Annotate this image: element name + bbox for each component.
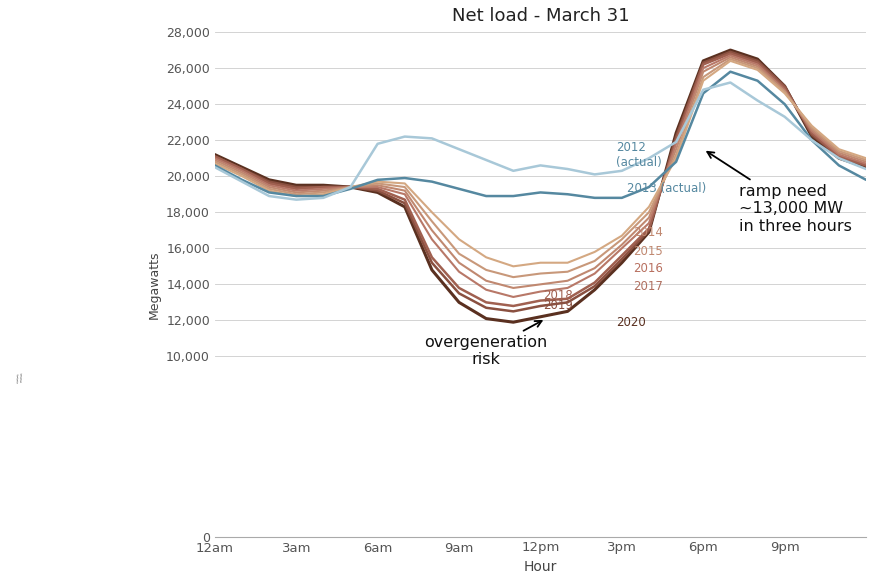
X-axis label: Hour: Hour xyxy=(524,560,557,574)
Y-axis label: Megawatts: Megawatts xyxy=(148,250,161,318)
Title: Net load - March 31: Net load - March 31 xyxy=(451,7,629,25)
Text: 2014: 2014 xyxy=(633,225,663,239)
Text: 2018: 2018 xyxy=(543,289,573,302)
Text: //: // xyxy=(15,374,24,385)
Text: 2020: 2020 xyxy=(616,315,646,329)
Text: overgeneration
risk: overgeneration risk xyxy=(424,321,547,367)
Text: 2015: 2015 xyxy=(633,245,663,259)
Text: 2017: 2017 xyxy=(633,279,663,293)
Text: 2016: 2016 xyxy=(633,261,663,275)
Text: 2012
(actual): 2012 (actual) xyxy=(616,141,662,168)
Text: 2019: 2019 xyxy=(543,299,573,313)
Text: 2013 (actual): 2013 (actual) xyxy=(628,182,706,195)
Text: ramp need
~13,000 MW
in three hours: ramp need ~13,000 MW in three hours xyxy=(707,152,851,234)
